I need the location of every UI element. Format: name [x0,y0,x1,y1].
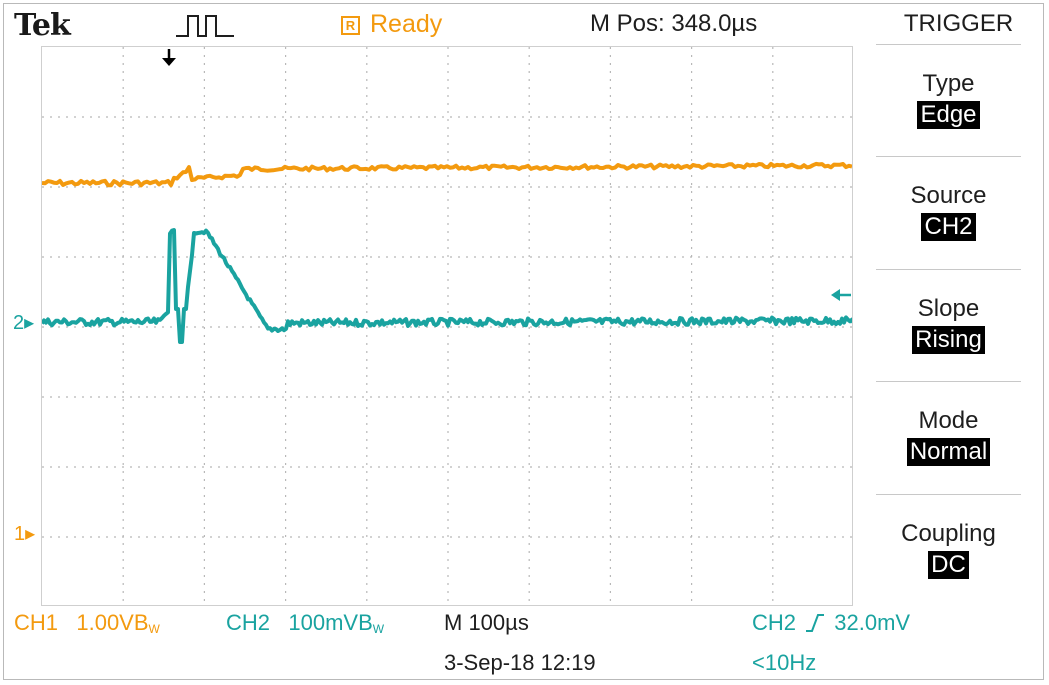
timebase-readout: M 100µs [444,610,529,635]
menu-item-slope[interactable]: Slope Rising [876,295,1021,354]
menu-divider [876,44,1021,45]
ch1-bandwidth-limit: BW [133,610,160,636]
ch2-scale: 100mV [288,610,359,635]
menu-item-type[interactable]: Type Edge [876,70,1021,129]
oscilloscope-screen: Tek R Ready M Pos: 348.0µs 2▸ 1▸ TRIGGER… [3,3,1044,680]
rising-edge-icon [806,614,825,632]
menu-item-value: DC [928,551,969,579]
ch2-trace [42,228,852,344]
ch1-scale: 1.00V [76,610,134,635]
menu-item-label: Source [910,182,987,209]
menu-item-value: Normal [906,438,991,466]
ch1-trace [42,161,852,188]
menu-divider [876,269,1021,270]
menu-divider [876,156,1021,157]
menu-item-mode[interactable]: Mode Normal [876,407,1021,466]
trigger-frequency: <10Hz [752,650,817,675]
menu-item-value: CH2 [921,213,976,241]
down-arrow-icon [162,49,176,66]
ch2-name: CH2 [226,610,271,635]
ch1-readout: CH1 1.00VBW [14,610,160,636]
menu-item-source[interactable]: Source CH2 [876,182,1021,241]
menu-item-label: Type [922,70,975,97]
ch1-name: CH1 [14,610,59,635]
trigger-readout: CH2 32.0mV [752,610,910,636]
menu-item-label: Slope [917,295,980,322]
menu-divider [876,494,1021,495]
pulse-icon [176,15,234,37]
menu-item-coupling[interactable]: Coupling DC [876,520,1021,579]
date-time: 3-Sep-18 12:19 [444,650,596,675]
ch2-ground-marker: 2▸ [13,312,35,334]
menu-item-label: Mode [918,407,979,434]
menu-divider [876,381,1021,382]
left-arrow-icon [831,289,851,301]
trigger-level: 32.0mV [834,610,911,635]
menu-title: TRIGGER [903,10,1014,37]
trigger-menu: TRIGGER Type Edge Source CH2 Slope Risin… [876,4,1041,608]
status-badge: R [341,16,360,35]
brand-logo: Tek [14,8,71,43]
ch1-ground-marker: 1▸ [14,523,36,545]
trigger-source: CH2 [752,610,797,635]
menu-item-value: Edge [917,101,980,129]
acquisition-status: Ready [370,10,443,38]
ch2-bandwidth-limit: BW [358,610,385,636]
horizontal-position: M Pos: 348.0µs [590,10,758,37]
ch2-readout: CH2 100mVBW [226,610,384,636]
menu-item-label: Coupling [901,520,996,547]
menu-item-value: Rising [912,326,985,354]
waveform-display [41,46,853,606]
